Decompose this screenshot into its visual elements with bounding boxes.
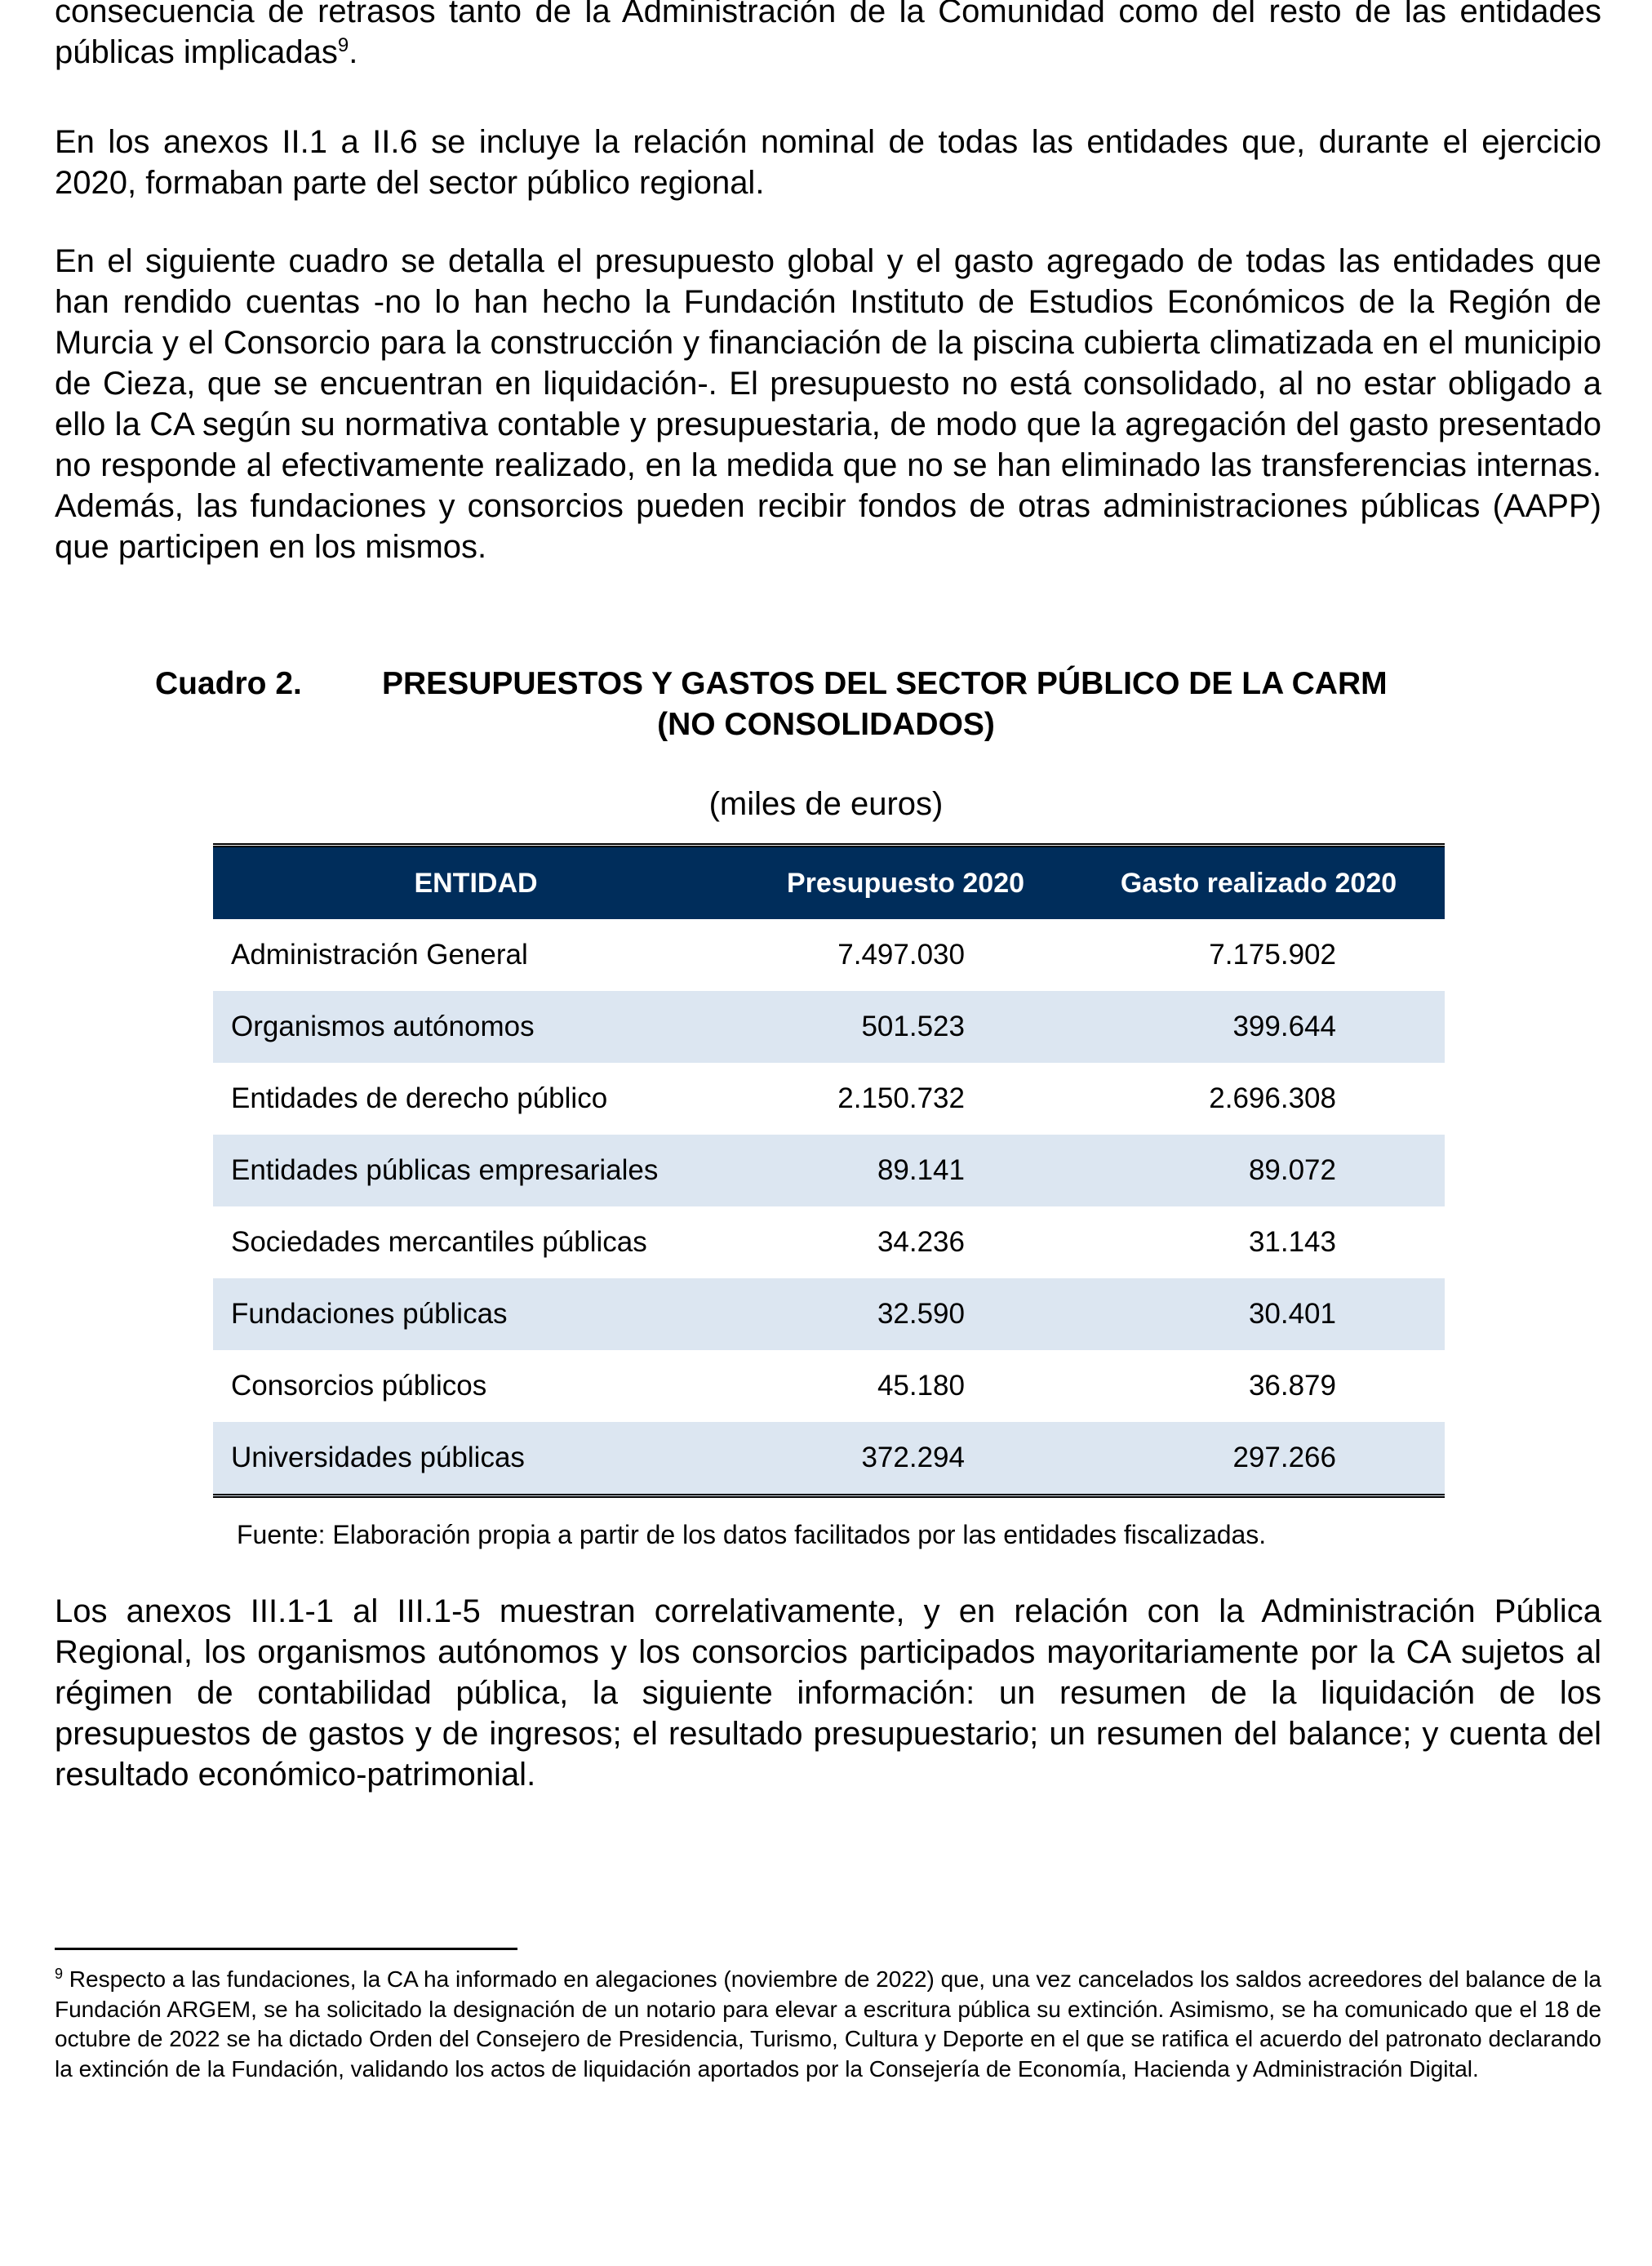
budget-cell: 34.236 — [877, 1226, 965, 1258]
paragraph: En los anexos II.1 a II.6 se incluye la … — [55, 124, 1601, 201]
table-number: Cuadro 2. — [155, 666, 302, 701]
footnote: 9 Respecto a las fundaciones, la CA ha i… — [55, 1965, 1601, 2084]
table-title-line2: (NO CONSOLIDADOS) — [657, 707, 995, 742]
spent-cell: 31.143 — [1248, 1226, 1336, 1258]
column-header: Presupuesto 2020 — [739, 845, 1072, 919]
footnote-number: 9 — [55, 1966, 64, 1982]
budget-table: ENTIDAD Presupuesto 2020 Gasto realizado… — [213, 843, 1445, 1498]
column-header: ENTIDAD — [213, 845, 739, 919]
entity-cell: Universidades públicas — [213, 1422, 739, 1496]
table-row: Fundaciones públicas 32.590 30.401 — [213, 1278, 1445, 1350]
entity-cell: Organismos autónomos — [213, 991, 739, 1063]
spent-cell: 399.644 — [1072, 991, 1445, 1063]
budget-cell: 45.180 — [877, 1370, 965, 1402]
budget-cell: 32.590 — [739, 1278, 1072, 1350]
table-row: Organismos autónomos 501.523 399.644 — [213, 991, 1445, 1063]
entity-cell: Administración General — [231, 939, 528, 971]
paragraph-tail: . — [349, 34, 358, 70]
table-row: Consorcios públicos 45.180 36.879 — [213, 1350, 1445, 1422]
footnote-divider — [55, 1948, 517, 1950]
budget-cell: 7.497.030 — [837, 939, 965, 971]
spent-cell: 89.072 — [1072, 1135, 1445, 1206]
footnote-ref[interactable]: 9 — [337, 34, 349, 56]
table-source: Fuente: Elaboración propia a partir de l… — [237, 1520, 1267, 1549]
paragraph: Los anexos III.1-1 al III.1-5 muestran c… — [55, 1593, 1601, 1793]
table-row: Administración General 7.497.030 7.175.902 — [213, 919, 1445, 991]
entity-cell: Fundaciones públicas — [213, 1278, 739, 1350]
spent-cell: 36.879 — [1248, 1370, 1336, 1402]
table-row: Entidades públicas empresariales 89.141 89… — [213, 1135, 1445, 1206]
budget-cell: 89.141 — [739, 1135, 1072, 1206]
entity-cell: Consorcios públicos — [231, 1370, 487, 1402]
paragraph: consecuencia de retrasos tanto de la Adm… — [55, 0, 1601, 73]
paragraph-text: consecuencia de retrasos tanto de la Adm… — [55, 0, 1601, 70]
spent-cell: 297.266 — [1072, 1422, 1445, 1496]
table-units: (miles de euros) — [708, 786, 944, 822]
budget-cell: 372.294 — [739, 1422, 1072, 1496]
column-header: Gasto realizado 2020 — [1072, 845, 1445, 919]
spent-cell: 7.175.902 — [1209, 939, 1336, 971]
budget-cell: 501.523 — [739, 991, 1072, 1063]
paragraph: En el siguiente cuadro se detalla el pre… — [55, 243, 1601, 565]
spent-cell: 30.401 — [1072, 1278, 1445, 1350]
spent-cell: 2.696.308 — [1209, 1082, 1336, 1114]
table-title-line1: PRESUPUESTOS Y GASTOS DEL SECTOR PÚBLICO… — [382, 666, 1388, 701]
entity-cell: Entidades de derecho público — [231, 1082, 608, 1114]
table-row: Universidades públicas 372.294 297.266 — [213, 1422, 1445, 1496]
table-header-row: ENTIDAD Presupuesto 2020 Gasto realizado… — [213, 845, 1445, 919]
footnote-text: Respecto a las fundaciones, la CA ha inf… — [55, 1966, 1601, 2082]
entity-cell: Entidades públicas empresariales — [213, 1135, 739, 1206]
table-row: Entidades de derecho público 2.150.732 2.6… — [213, 1063, 1445, 1135]
entity-cell: Sociedades mercantiles públicas — [231, 1226, 647, 1258]
budget-cell: 2.150.732 — [837, 1082, 965, 1114]
table-row: Sociedades mercantiles públicas 34.236 31.… — [213, 1206, 1445, 1278]
